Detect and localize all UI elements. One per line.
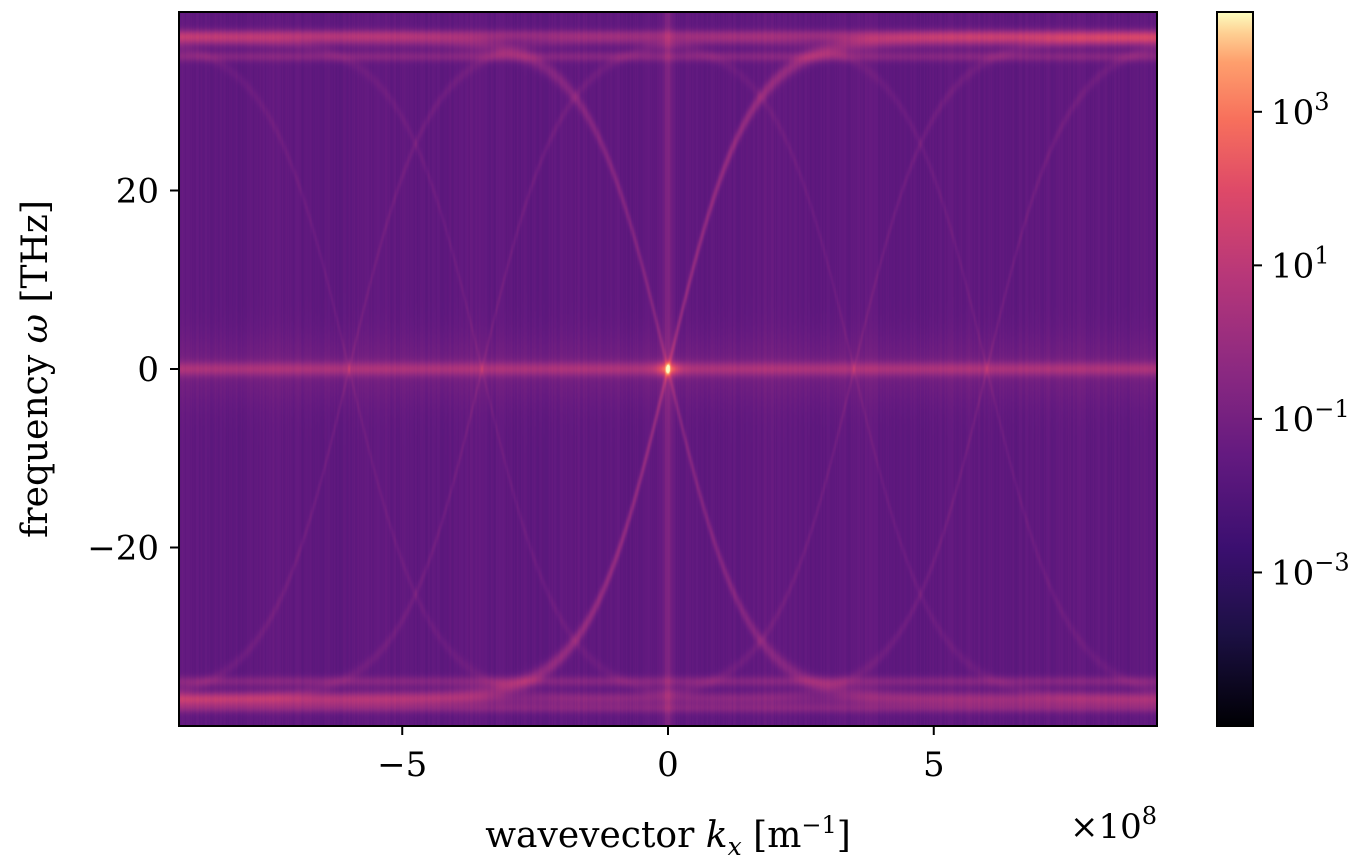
x-axis-label: wavevector kx [m−1]: [485, 811, 851, 861]
x-offset-text: ×108: [1070, 802, 1157, 847]
colorbar: 10−3 10−1 101 103: [1216, 11, 1350, 727]
colorbar-tick-label: 10−3: [1271, 548, 1350, 593]
y-tick-label: −20: [87, 529, 159, 569]
y-axis-ticks: 20 0 −20: [87, 172, 179, 569]
colorbar-tick-label: 101: [1271, 241, 1330, 286]
colorbar-ticks: 10−3 10−1 101 103: [1253, 88, 1350, 593]
heatmap-canvas-holder: [179, 12, 1157, 726]
x-tick-label: 5: [923, 745, 945, 785]
colorbar-frame: [1216, 11, 1254, 727]
heatmap-panel: [178, 11, 1158, 727]
y-tick-label: 20: [116, 172, 159, 212]
colorbar-tick-label: 103: [1271, 88, 1330, 133]
colorbar-gradient: [1217, 12, 1253, 726]
y-axis-label: frequency ω [THz]: [15, 200, 56, 538]
x-axis-ticks: −5 0 5: [377, 726, 945, 785]
heatmap-image: [179, 12, 1157, 726]
colorbar-tick-label: 10−1: [1271, 395, 1350, 440]
x-tick-label: 0: [657, 745, 679, 785]
y-tick-label: 0: [137, 350, 159, 390]
x-tick-label: −5: [377, 745, 427, 785]
